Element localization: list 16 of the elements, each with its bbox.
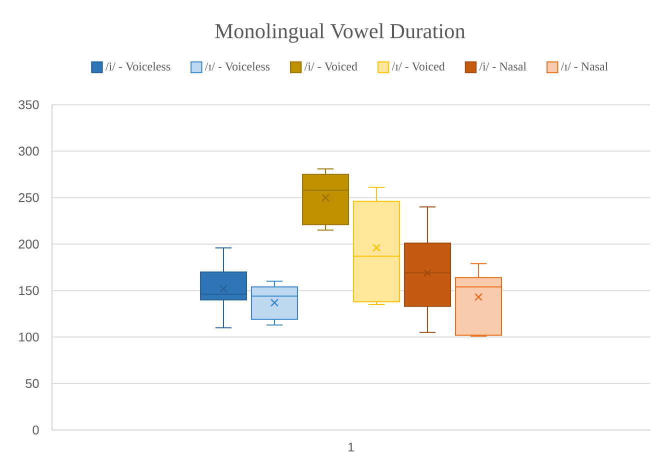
y-tick-label: 0 (32, 426, 39, 434)
y-tick-label: 100 (19, 332, 39, 342)
chart-title: Monolingual Vowel Duration (215, 23, 466, 43)
x-tick-label: 1 (348, 442, 354, 452)
legend-label: /i/ - Voiceless (105, 62, 170, 71)
legend-label: /i/ - Voiced (304, 62, 358, 71)
y-tick-label: 50 (26, 379, 39, 388)
legend-label: /ɪ/ - Nasal (560, 62, 608, 71)
y-tick-label: 350 (18, 100, 39, 110)
legend-label: /ɪ/ - Voiceless (204, 62, 270, 71)
y-tick-label: 200 (18, 240, 39, 249)
y-tick-label: 150 (19, 286, 39, 296)
y-tick-label: 250 (18, 193, 39, 202)
y-tick-label: 300 (18, 146, 39, 156)
legend-label: /ɪ/ - Voiced (392, 62, 445, 71)
legend-label: /i/ - Nasal (479, 62, 526, 71)
